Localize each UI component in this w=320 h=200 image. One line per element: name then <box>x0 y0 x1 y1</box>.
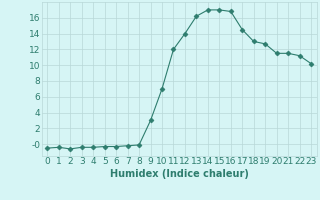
X-axis label: Humidex (Indice chaleur): Humidex (Indice chaleur) <box>110 169 249 179</box>
